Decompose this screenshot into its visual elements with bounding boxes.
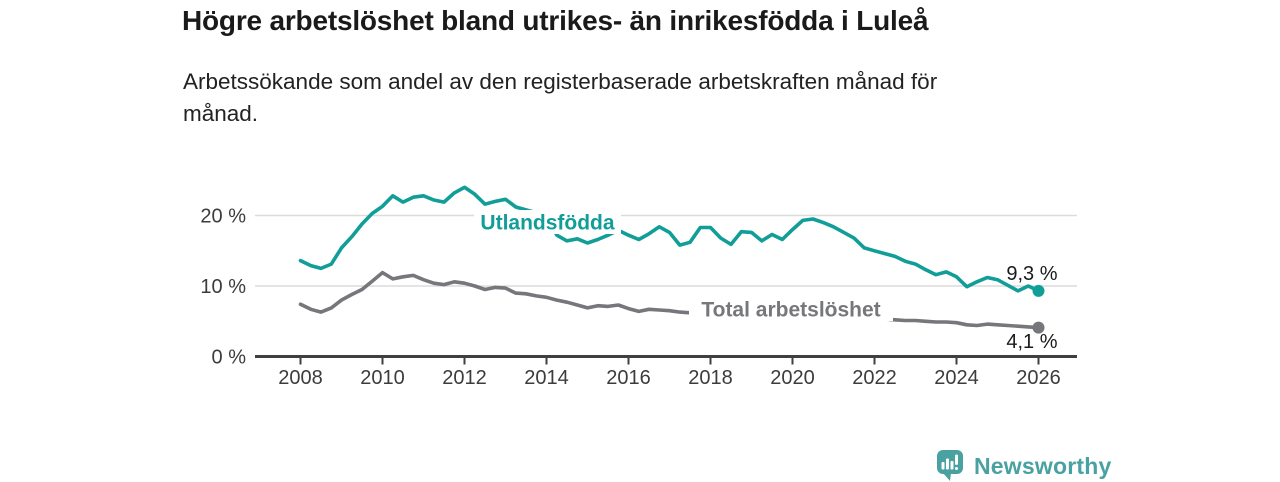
y-tick-label: 10 % bbox=[200, 276, 246, 298]
x-tick-label: 2014 bbox=[524, 367, 569, 389]
x-tick-label: 2026 bbox=[1016, 367, 1061, 389]
chart-subtitle: Arbetssökande som andel av den registerb… bbox=[183, 69, 938, 126]
newsworthy-logo-icon bbox=[937, 450, 963, 481]
end-dot-utlandsfodda bbox=[1032, 284, 1045, 297]
newsworthy-logo[interactable]: Newsworthy bbox=[936, 449, 1111, 482]
series-label-mask-utlandsfodda bbox=[474, 210, 621, 234]
series-line-utlandsfodda bbox=[298, 185, 1041, 293]
y-tick-label: 0 % bbox=[212, 347, 247, 369]
end-dot-total-arbetsloshet bbox=[1032, 321, 1045, 334]
end-value-label-total-arbetsloshet: 4,1 % bbox=[1006, 331, 1057, 353]
series-label-total-arbetsloshet: Total arbetslöshet bbox=[701, 299, 880, 322]
x-tick-label: 2010 bbox=[360, 367, 405, 389]
chart-title: Högre arbetslöshet bland utrikes- än inr… bbox=[182, 5, 929, 36]
series-label-mask-total-arbetsloshet bbox=[689, 297, 893, 321]
series-line-total-arbetsloshet bbox=[298, 270, 1041, 330]
series-label-utlandsfodda: Utlandsfödda bbox=[480, 212, 614, 235]
x-tick-label: 2008 bbox=[278, 367, 323, 389]
newsworthy-logo-text: Newsworthy bbox=[974, 452, 1112, 479]
x-tick-label: 2012 bbox=[442, 367, 487, 389]
y-tick-label: 20 % bbox=[200, 206, 246, 228]
x-tick-label: 2016 bbox=[606, 367, 651, 389]
x-tick-label: 2018 bbox=[688, 367, 733, 389]
x-tick-label: 2022 bbox=[852, 367, 897, 389]
x-tick-label: 2024 bbox=[934, 367, 979, 389]
x-tick-label: 2020 bbox=[770, 367, 815, 389]
end-value-label-utlandsfodda: 9,3 % bbox=[1006, 263, 1057, 285]
